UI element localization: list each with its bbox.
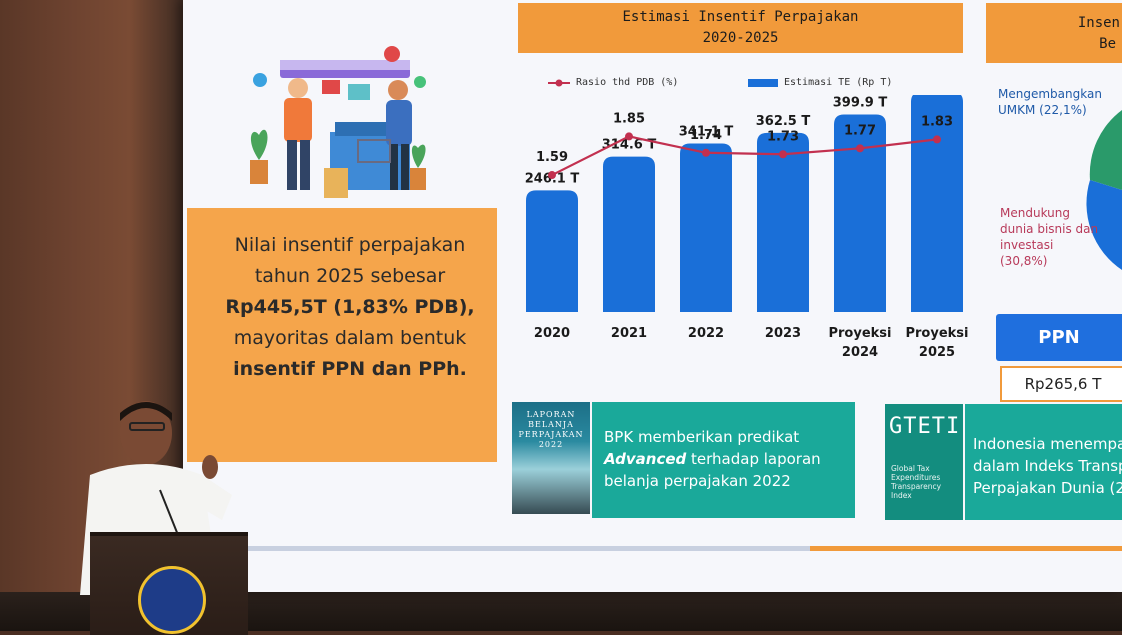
indonesia-card: [965, 404, 1122, 520]
highlight-line3: Rp445,5T (1,83% PDB),: [225, 296, 475, 318]
x-tick-label-3: 2023: [765, 326, 801, 341]
x-tick-label-4-1: 2024: [842, 345, 878, 360]
bar-2: [680, 143, 732, 312]
indo-line3: Perpajakan Dunia (2: [973, 479, 1122, 497]
side-label-bisnis-line1: Mendukung: [1000, 206, 1070, 220]
indo-line1: Indonesia menempa: [973, 435, 1122, 453]
side-label-bisnis-line2: dunia bisnis dan: [1000, 222, 1099, 236]
bpk-line2: Advanced terhadap laporan: [604, 448, 821, 470]
ministry-seal-icon: [138, 566, 206, 634]
bar-label-1: 314.6 T: [602, 138, 657, 153]
ratio-label-4: 1.77: [844, 123, 876, 138]
highlight-line5: insentif PPN dan PPh.: [233, 358, 467, 380]
highlight-line2: tahun 2025 sebesar: [254, 265, 446, 287]
side-label-bisnis-line3: investasi: [1000, 238, 1054, 252]
side-label-umkm: Mengembangkan UMKM (22,1%): [998, 86, 1102, 118]
legend-line-label: Rasio thd PDB (%): [576, 77, 679, 88]
ratio-label-0: 1.59: [536, 150, 568, 165]
bpk-line2-em: Advanced: [604, 450, 687, 468]
bar-label-4: 399.9 T: [833, 95, 888, 110]
highlight-line4: mayoritas dalam bentuk: [233, 327, 467, 349]
ratio-point-0: [548, 171, 556, 180]
bar-0: [526, 190, 578, 312]
bpk-card: [592, 402, 855, 518]
x-tick-label-0: 2020: [534, 326, 570, 341]
legend-line: Rasio thd PDB (%): [548, 77, 678, 88]
ratio-label-1: 1.85: [613, 111, 645, 126]
ppn-value: Rp265,6 T: [1000, 366, 1122, 402]
legend-line-swatch: [548, 79, 570, 86]
ratio-point-2: [702, 148, 710, 157]
bpk-line1: BPK memberikan predikat: [604, 428, 800, 446]
gteti-logo-card: GTETI Global Tax Expenditures Transparen…: [885, 404, 963, 520]
ratio-point-3: [779, 150, 787, 159]
bar-1: [603, 156, 655, 312]
book-cover-title: LAPORAN BELANJA PERPAJAKAN 2022: [518, 410, 584, 449]
bar-label-3: 362.5 T: [756, 114, 811, 129]
ppn-badge: PPN: [996, 314, 1122, 361]
legend-bar-swatch: [748, 78, 778, 87]
highlight-line1: Nilai insentif perpajakan: [234, 234, 466, 256]
slide-footer-accent: [810, 546, 1122, 551]
legend-bar-label: Estimasi TE (Rp T): [784, 77, 893, 88]
shop-illustration-icon: [250, 46, 426, 198]
ratio-point-4: [856, 144, 864, 153]
book-cover-image: LAPORAN BELANJA PERPAJAKAN 2022: [512, 402, 590, 514]
chart-title: Estimasi Insentif Perpajakan 2020-2025: [518, 3, 963, 53]
x-tick-label-4: Proyeksi: [828, 326, 891, 341]
x-tick-label-5: Proyeksi: [905, 326, 968, 341]
right-header: Insen Be: [986, 3, 1122, 63]
bpk-line2-rest: terhadap laporan: [686, 450, 821, 468]
side-label-bisnis-line4: (30,8%): [1000, 254, 1048, 268]
ratio-point-5: [933, 135, 941, 144]
indonesia-card-text: Indonesia menempa dalam Indeks Transp Pe…: [973, 433, 1122, 499]
x-tick-label-2: 2022: [688, 326, 724, 341]
side-label-umkm-line1: Mengembangkan: [998, 87, 1102, 101]
bpk-line3: belanja perpajakan 2022: [604, 472, 791, 490]
bar-3: [757, 132, 809, 312]
bar-label-2: 341.1 T: [679, 124, 734, 139]
ratio-point-1: [625, 132, 633, 141]
side-label-umkm-line2: UMKM (22,1%): [998, 103, 1087, 117]
right-header-line1: Insen: [1077, 15, 1120, 31]
gteti-logo: GTETI: [889, 414, 961, 439]
ratio-line: [551, 135, 938, 177]
ratio-label-3: 1.73: [767, 129, 799, 144]
x-tick-label-5-1: 2025: [919, 345, 955, 360]
gteti-subtitle: Global Tax Expenditures Transparency Ind…: [891, 464, 942, 500]
legend-bar: Estimasi TE (Rp T): [748, 77, 892, 88]
highlight-box: Nilai insentif perpajakan tahun 2025 seb…: [187, 208, 497, 462]
ratio-label-2: 1.74: [690, 128, 722, 143]
slide-footer-line: [200, 546, 810, 551]
chart-title-line1: Estimasi Insentif Perpajakan: [622, 9, 859, 25]
indo-line2: dalam Indeks Transp: [973, 457, 1122, 475]
right-header-line2: Be: [1099, 36, 1116, 52]
ratio-label-5: 1.83: [921, 114, 953, 129]
bar-4: [834, 114, 886, 312]
bar-5: [911, 95, 963, 312]
chart-title-line2: 2020-2025: [702, 30, 779, 46]
side-label-bisnis: Mendukung dunia bisnis dan investasi (30…: [1000, 205, 1098, 269]
pie-chart-partial: [1086, 110, 1122, 270]
bpk-card-text: BPK memberikan predikat Advanced terhada…: [604, 426, 821, 492]
x-tick-label-1: 2021: [611, 326, 647, 341]
highlight-text: Nilai insentif perpajakan tahun 2025 seb…: [215, 230, 485, 385]
